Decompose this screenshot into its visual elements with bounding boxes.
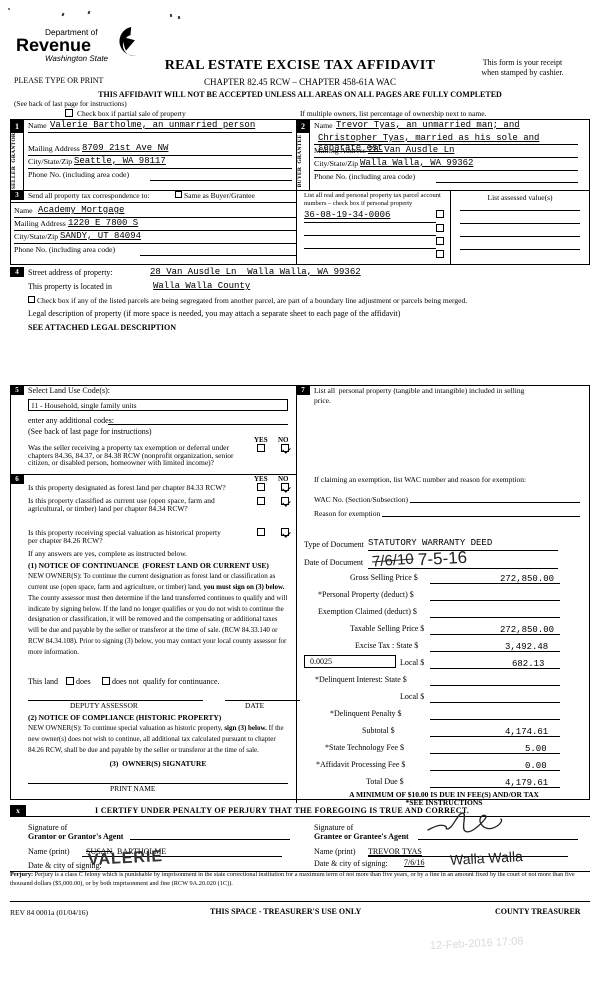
svg-text:12-Feb-2016 17:08: 12-Feb-2016 17:08 <box>430 935 524 952</box>
svg-text:Revenue: Revenue <box>16 35 91 55</box>
